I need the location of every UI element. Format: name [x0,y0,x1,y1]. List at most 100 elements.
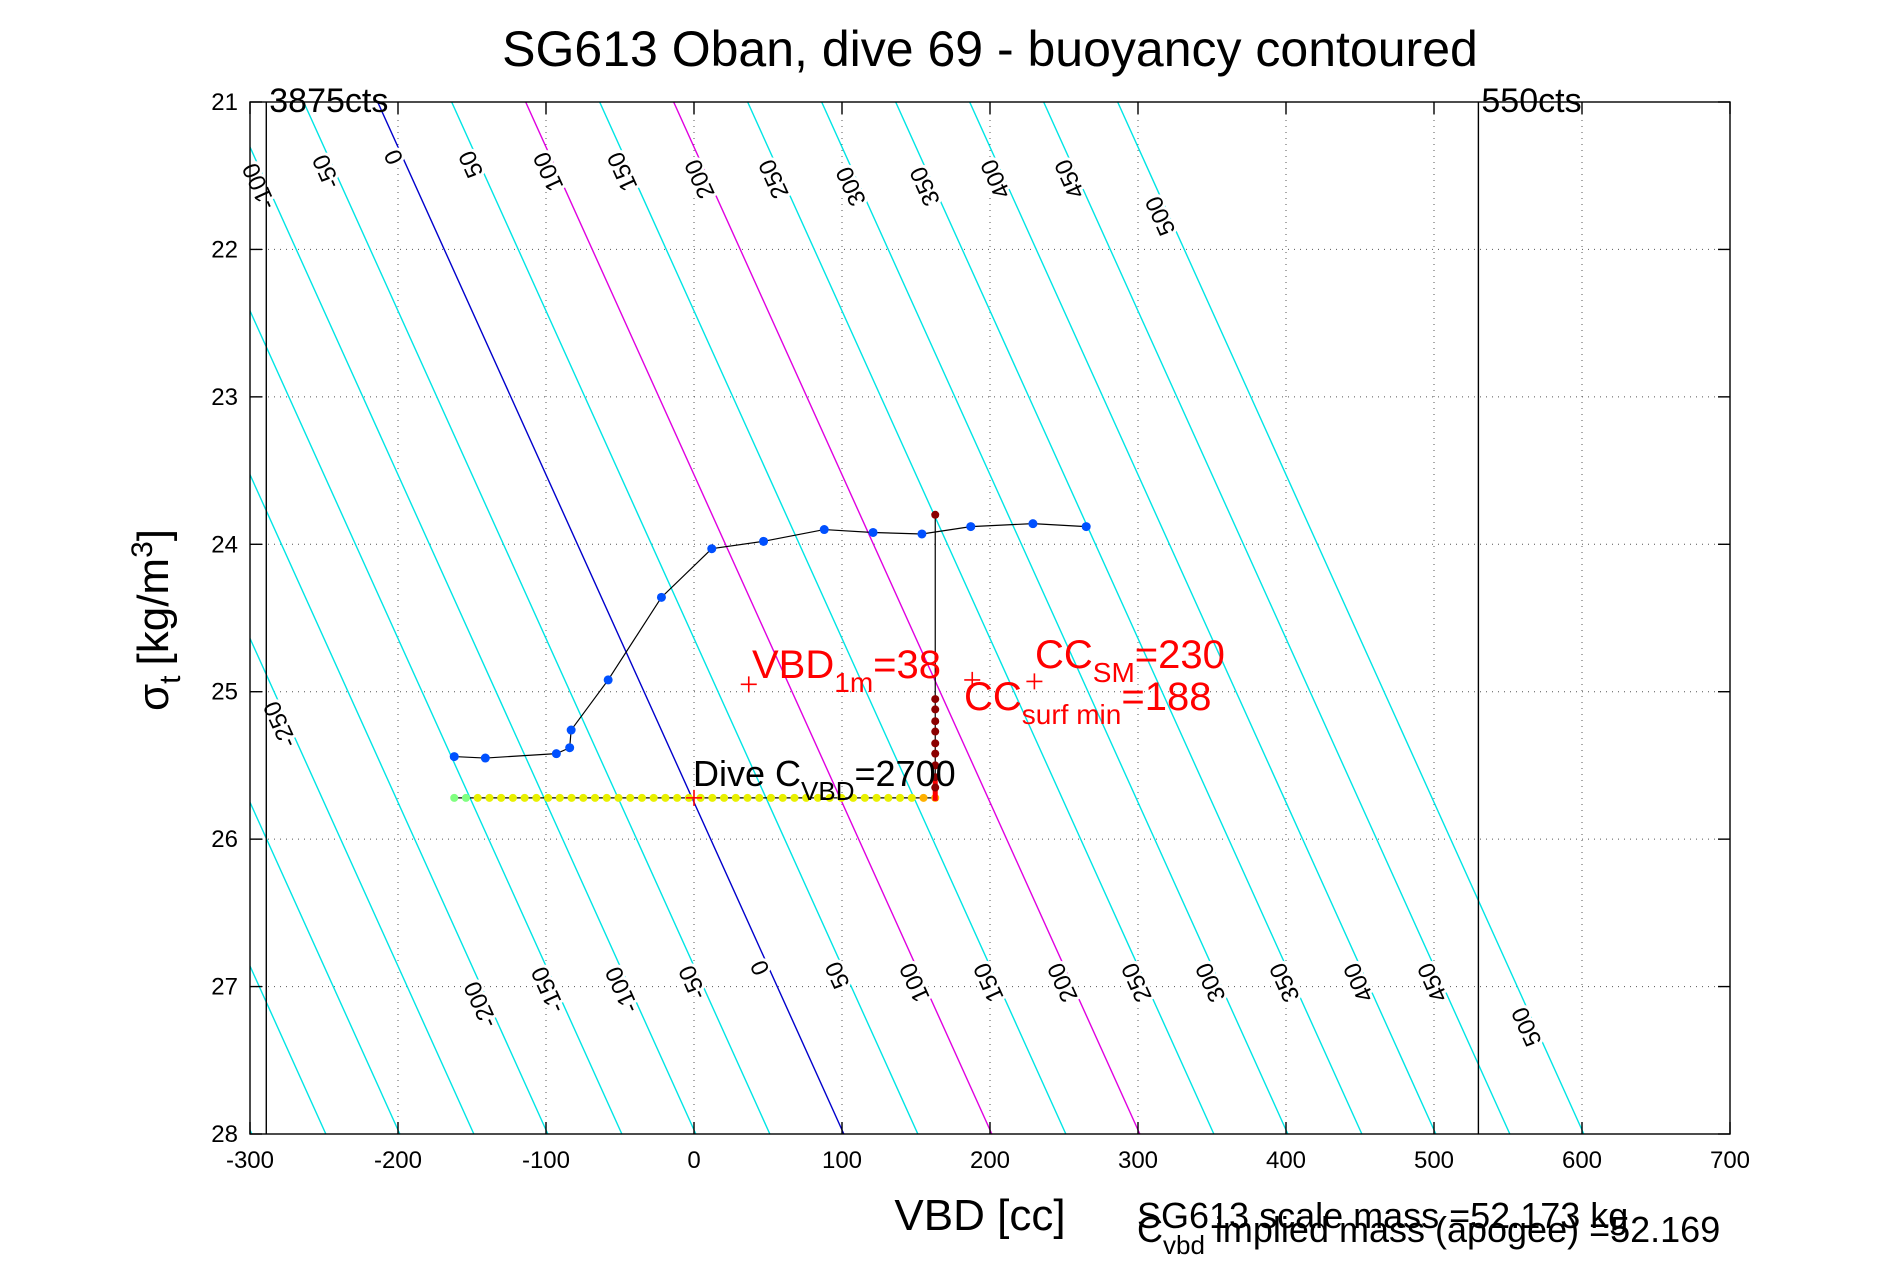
contour-label: -50 [307,150,346,193]
x-axis-label: VBD [cc] [894,1191,1065,1240]
y-tick-label: 26 [211,826,238,853]
y-tick-label: 28 [211,1121,238,1148]
contour-line [969,102,1437,1134]
y-axis-label: σt [kg/m3] [126,529,187,711]
contour-line [673,102,1141,1134]
y-tick-label: 25 [211,679,238,706]
bottom-point [884,793,893,802]
contour-label: -50 [674,961,713,1004]
dive-point [868,527,878,537]
contour-line [250,472,549,1134]
x-tick-label: 200 [970,1147,1010,1174]
dive-point [917,529,927,539]
contour-label: 500 [1507,1003,1548,1051]
dive-point [1028,519,1038,529]
x-tick-label: 300 [1118,1147,1158,1174]
x-tick-label: 100 [822,1147,862,1174]
contour-label: 250 [754,155,795,203]
chart-title: SG613 Oban, dive 69 - buoyancy contoured [502,21,1478,77]
contour-line [250,636,475,1134]
y-axis-label-sup: 3 [126,541,159,558]
bottom-point [591,793,600,802]
bottom-point [802,793,811,802]
contour-label: 400 [1339,958,1380,1006]
y-tick-label: 22 [211,236,238,263]
contour-line [599,102,1067,1134]
y-axis-label-close: ] [129,529,178,541]
x-tick-label: 600 [1562,1147,1602,1174]
contour-line [1043,102,1511,1134]
bottom-point [708,793,717,802]
climb-point [931,761,940,770]
y-tick-label: 24 [211,531,238,558]
bottom-point [567,793,576,802]
bottom-point [614,793,623,802]
contour-label: 200 [680,155,721,203]
contour-label: 200 [1043,958,1084,1006]
svg-text:CCsurf min=188: CCsurf min=188 [964,675,1211,730]
contour-label: 100 [528,148,569,196]
contour-line [250,145,697,1134]
x-tick-label: 500 [1414,1147,1454,1174]
contour-line [303,102,771,1134]
bottom-point [544,793,553,802]
bottom-point [602,793,611,802]
y-axis-label-main: σ [129,684,178,711]
footer-implied-mass: Cvbd implied mass (apogee) =52.169 [1137,1209,1720,1260]
plus-marker [1026,673,1043,690]
bottom-point [731,793,740,802]
annotation-cc-sm: CCSM=230 [1035,633,1225,688]
bottom-point [461,793,470,802]
bottom-point [555,793,564,802]
contour-label: -100 [600,962,644,1017]
svg-text:σt[kg/m3]: σt [kg/m3] [126,529,187,711]
contour-label: -200 [459,977,503,1032]
dive-point [566,725,576,735]
bottom-point [485,793,494,802]
plus-marker [686,789,702,806]
bottom-point [766,793,775,802]
dive-point [551,749,561,759]
contour-line [1117,102,1585,1134]
contour-line [747,102,1215,1134]
bottom-point [849,793,858,802]
climb-point [931,727,940,736]
dive-point [1081,522,1091,532]
bottom-point [508,793,517,802]
x-tick-label: 700 [1710,1147,1750,1174]
climb-point [931,510,940,519]
bottom-point [919,793,928,802]
bottom-point [896,793,905,802]
bottom-point [579,793,588,802]
dive-point [966,522,976,532]
vbd-limit-label: 3875cts [269,82,388,120]
dive-point [819,525,829,535]
x-tick-label: -200 [374,1147,422,1174]
bottom-point [860,793,869,802]
contour-line [525,102,993,1134]
contour-line [821,102,1289,1134]
dive-point [707,544,717,554]
footer-scale-mass: SG613 scale mass =52.173 kg [1137,1195,1628,1236]
contour-line [895,102,1363,1134]
climb-point [931,695,940,704]
bottom-point [473,793,482,802]
axes: -300 -200 -100 0 100 200 300 400 500 600 700212223… [211,89,1750,1174]
x-tick-label: 0 [687,1147,700,1174]
dive-point [656,592,666,602]
contour-label: 500 [1140,192,1181,240]
plus-marker [740,676,757,693]
contour-label: 0 [745,956,775,979]
x-tick-label: -100 [522,1147,570,1174]
contour-line [250,800,401,1134]
dive-point [759,536,769,546]
contour-label: 300 [1191,958,1232,1006]
contour-label: -250 [258,697,302,752]
svg-text:VBD1m=38: VBD1m=38 [752,643,941,698]
bottom-point [813,793,822,802]
dive-point [603,675,613,685]
bottom-point [907,793,916,802]
bottom-point [661,793,670,802]
contour-label: 150 [602,148,643,196]
